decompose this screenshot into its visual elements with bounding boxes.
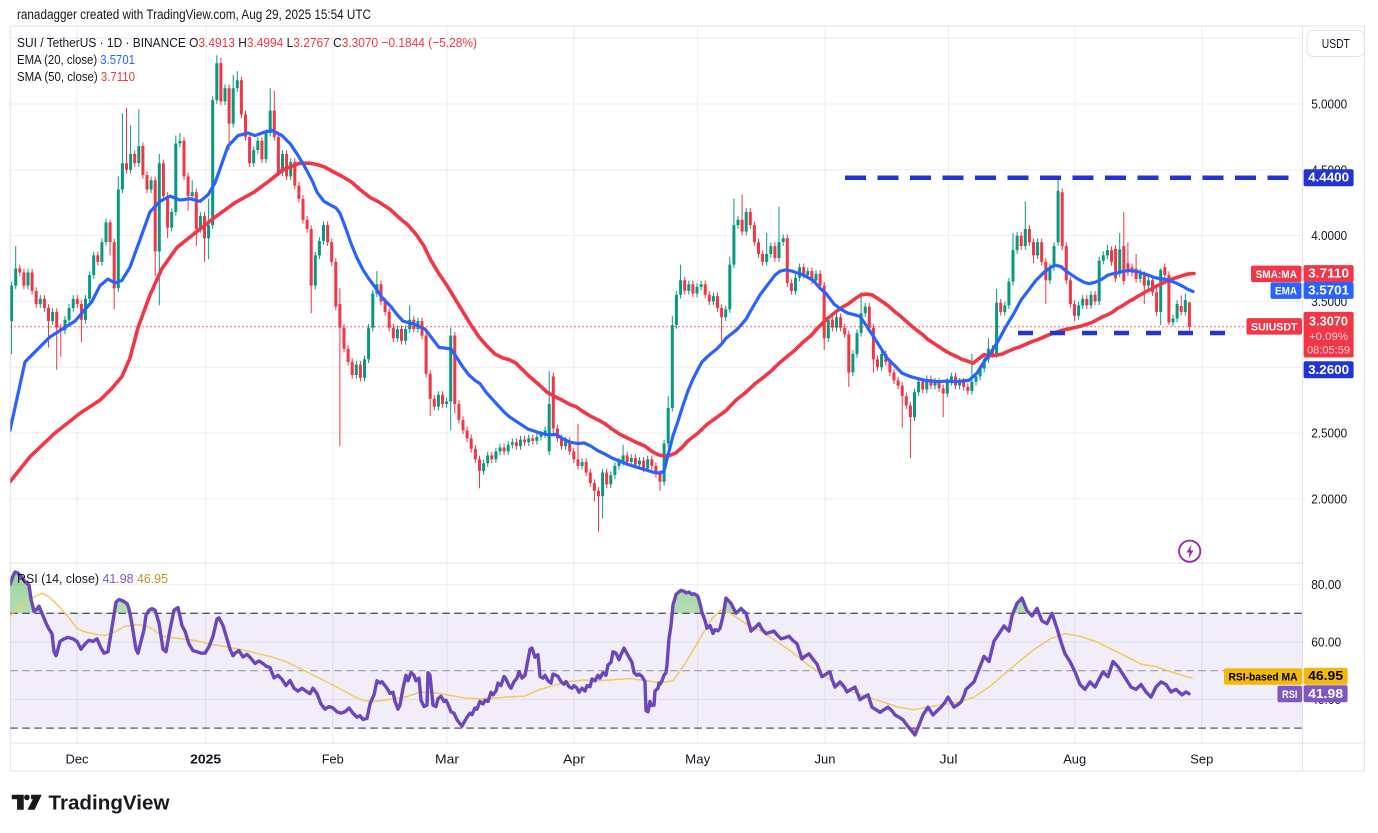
svg-text:SMA:MA: SMA:MA — [1256, 269, 1298, 281]
svg-text:Jul: Jul — [940, 752, 958, 767]
svg-text:Dec: Dec — [66, 752, 89, 767]
svg-text:Apr: Apr — [563, 752, 586, 767]
svg-text:80.00: 80.00 — [1311, 578, 1341, 592]
svg-text:RSI-based MA: RSI-based MA — [1229, 672, 1298, 684]
svg-text:41.98: 41.98 — [1308, 687, 1343, 701]
svg-text:5.0000: 5.0000 — [1311, 98, 1347, 112]
svg-text:EMA: EMA — [1275, 286, 1297, 298]
svg-text:RSI (14, close) 41.98 46.95: RSI (14, close) 41.98 46.95 — [17, 571, 168, 586]
svg-text:USDT: USDT — [1322, 36, 1350, 51]
svg-text:4.4400: 4.4400 — [1308, 171, 1349, 185]
svg-text:EMA (20, close) 3.5701: EMA (20, close) 3.5701 — [17, 52, 135, 67]
svg-text:Sep: Sep — [1190, 752, 1213, 767]
svg-text:SMA (50, close) 3.7110: SMA (50, close) 3.7110 — [17, 69, 135, 84]
svg-text:2025: 2025 — [190, 752, 221, 767]
svg-text:2.5000: 2.5000 — [1311, 427, 1347, 441]
svg-text:RSI: RSI — [1282, 689, 1298, 701]
svg-text:May: May — [685, 752, 711, 767]
svg-text:SUI / TetherUS · 1D · BINANCE: SUI / TetherUS · 1D · BINANCE O3.4913 H3… — [17, 35, 477, 50]
svg-text:46.95: 46.95 — [1308, 669, 1343, 683]
svg-text:Jun: Jun — [815, 752, 836, 767]
svg-text:3.5701: 3.5701 — [1308, 283, 1349, 297]
svg-text:3.7110: 3.7110 — [1308, 267, 1349, 281]
svg-text:Feb: Feb — [322, 752, 344, 767]
svg-text:Mar: Mar — [435, 752, 460, 767]
svg-text:3.3070: 3.3070 — [1309, 314, 1348, 328]
svg-text:2.0000: 2.0000 — [1311, 492, 1347, 506]
svg-text:Aug: Aug — [1063, 752, 1086, 767]
svg-text:TradingView: TradingView — [49, 792, 170, 815]
svg-text:ranadagger created with Tradin: ranadagger created with TradingView.com,… — [17, 7, 371, 22]
svg-text:+0.09%: +0.09% — [1309, 331, 1348, 343]
svg-text:08:05:59: 08:05:59 — [1307, 345, 1350, 357]
svg-text:4.0000: 4.0000 — [1311, 229, 1347, 243]
svg-text:3.2600: 3.2600 — [1308, 363, 1349, 377]
svg-text:SUIUSDT: SUIUSDT — [1251, 321, 1298, 333]
svg-text:60.00: 60.00 — [1311, 636, 1341, 650]
